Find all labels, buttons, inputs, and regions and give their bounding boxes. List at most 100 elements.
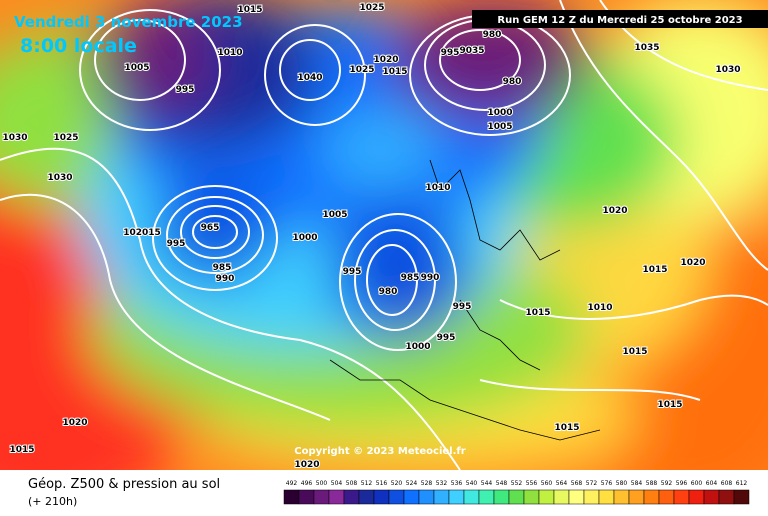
scale-swatch <box>373 489 390 505</box>
scale-label: 604 <box>706 480 718 487</box>
isobars <box>0 0 768 421</box>
scale-swatch <box>328 489 345 505</box>
scale-swatch <box>628 489 645 505</box>
scale-label: 524 <box>406 480 418 487</box>
isobar-label: 1020 <box>373 55 398 65</box>
scale-label: 516 <box>376 480 388 487</box>
isobar-label: 1035 <box>634 43 659 53</box>
scale-swatch <box>673 489 690 505</box>
scale-label: 560 <box>541 480 553 487</box>
scale-label: 504 <box>331 480 343 487</box>
isobar-label: 1015 <box>382 67 407 77</box>
scale-label: 592 <box>661 480 673 487</box>
scale-swatch <box>463 489 480 505</box>
scale-label: 600 <box>691 480 703 487</box>
scale-label: 508 <box>346 480 358 487</box>
isobar-label: 1040 <box>297 73 322 83</box>
isobar-label: 980 <box>483 30 502 40</box>
isobar-label: 1030 <box>47 173 72 183</box>
color-scale: 492 496 500 504 508 512 516 520 524 528 532 536 540 5… <box>283 480 750 505</box>
scale-label: 548 <box>496 480 508 487</box>
isobar-label: 1020 <box>294 460 319 470</box>
isobar-label: 1015 <box>525 308 550 318</box>
scale-swatch <box>283 489 300 505</box>
isobar-label: 1015 <box>237 5 262 15</box>
scale-swatch <box>433 489 450 505</box>
copyright: Copyright © 2023 Meteociel.fr <box>294 446 465 457</box>
isobar-label: 1015 <box>554 423 579 433</box>
scale-swatch <box>688 489 705 505</box>
scale-label: 576 <box>601 480 613 487</box>
scale-label: 564 <box>556 480 568 487</box>
scale-label: 520 <box>391 480 403 487</box>
footer-title: Géop. Z500 & pression au sol <box>28 477 220 492</box>
isobar-label: 995 <box>343 267 362 277</box>
scale-label: 596 <box>676 480 688 487</box>
scale-swatch <box>598 489 615 505</box>
isobar-label: 1005 <box>124 63 149 73</box>
scale-swatch <box>313 489 330 505</box>
scale-swatch <box>508 489 525 505</box>
scale-label: 572 <box>586 480 598 487</box>
run-info: Run GEM 12 Z du Mercredi 25 octobre 2023 <box>497 15 742 26</box>
isobar-label: 990 <box>421 273 440 283</box>
scale-swatch <box>343 489 360 505</box>
isobar-label: 980 <box>503 77 522 87</box>
scale-label: 536 <box>451 480 463 487</box>
scale-swatch <box>718 489 735 505</box>
scale-swatch <box>403 489 420 505</box>
scale-swatch <box>658 489 675 505</box>
isobar-label: 980 <box>379 287 398 297</box>
isobar-label: 965 <box>201 223 220 233</box>
scale-label: 568 <box>571 480 583 487</box>
scale-label: 552 <box>511 480 523 487</box>
scale-swatch <box>733 489 750 505</box>
isobar-label: 1015 <box>9 445 34 455</box>
isobar-label: 1000 <box>292 233 317 243</box>
scale-swatch <box>613 489 630 505</box>
isobar-label: 985 <box>401 273 420 283</box>
isobar-label: 1025 <box>359 3 384 13</box>
isobar-label: 1000 <box>405 342 430 352</box>
isobar-label: 1030 <box>2 133 27 143</box>
scale-label: 528 <box>421 480 433 487</box>
scale-swatch <box>538 489 555 505</box>
scale-label: 556 <box>526 480 538 487</box>
isobar-label: 1000 <box>487 108 512 118</box>
coastlines <box>329 159 601 441</box>
scale-swatch <box>553 489 570 505</box>
isobar-label: 1030 <box>715 65 740 75</box>
run-banner <box>472 10 768 28</box>
scale-label: 496 <box>301 480 313 487</box>
scale-swatch <box>703 489 720 505</box>
scale-swatch <box>568 489 585 505</box>
scale-swatch <box>358 489 375 505</box>
isobar-label: 1025 <box>349 65 374 75</box>
isobar-label: 990 <box>216 274 235 284</box>
map-subtitle: 8:00 locale <box>20 35 137 57</box>
isobar-label: 1020 <box>680 258 705 268</box>
isobar-label: 995 <box>437 333 456 343</box>
isobar-label: 985 <box>213 263 232 273</box>
scale-label: 492 <box>286 480 298 487</box>
isobar-label: 1020 <box>602 206 627 216</box>
scale-swatch <box>418 489 435 505</box>
scale-label: 500 <box>316 480 328 487</box>
scale-swatch <box>643 489 660 505</box>
scale-swatch <box>448 489 465 505</box>
scale-label: 532 <box>436 480 448 487</box>
isobar-label: 1025 <box>53 133 78 143</box>
scale-swatch <box>583 489 600 505</box>
scale-label: 588 <box>646 480 658 487</box>
scale-swatch <box>493 489 510 505</box>
forecast-lead: (+ 210h) <box>28 495 77 508</box>
scale-swatch <box>523 489 540 505</box>
isobar-label: 9035 <box>459 46 484 56</box>
scale-label: 540 <box>466 480 478 487</box>
scale-swatch <box>478 489 495 505</box>
scale-swatch <box>298 489 315 505</box>
isobar-label: 1015 <box>657 400 682 410</box>
isobar-label: 1015 <box>642 265 667 275</box>
